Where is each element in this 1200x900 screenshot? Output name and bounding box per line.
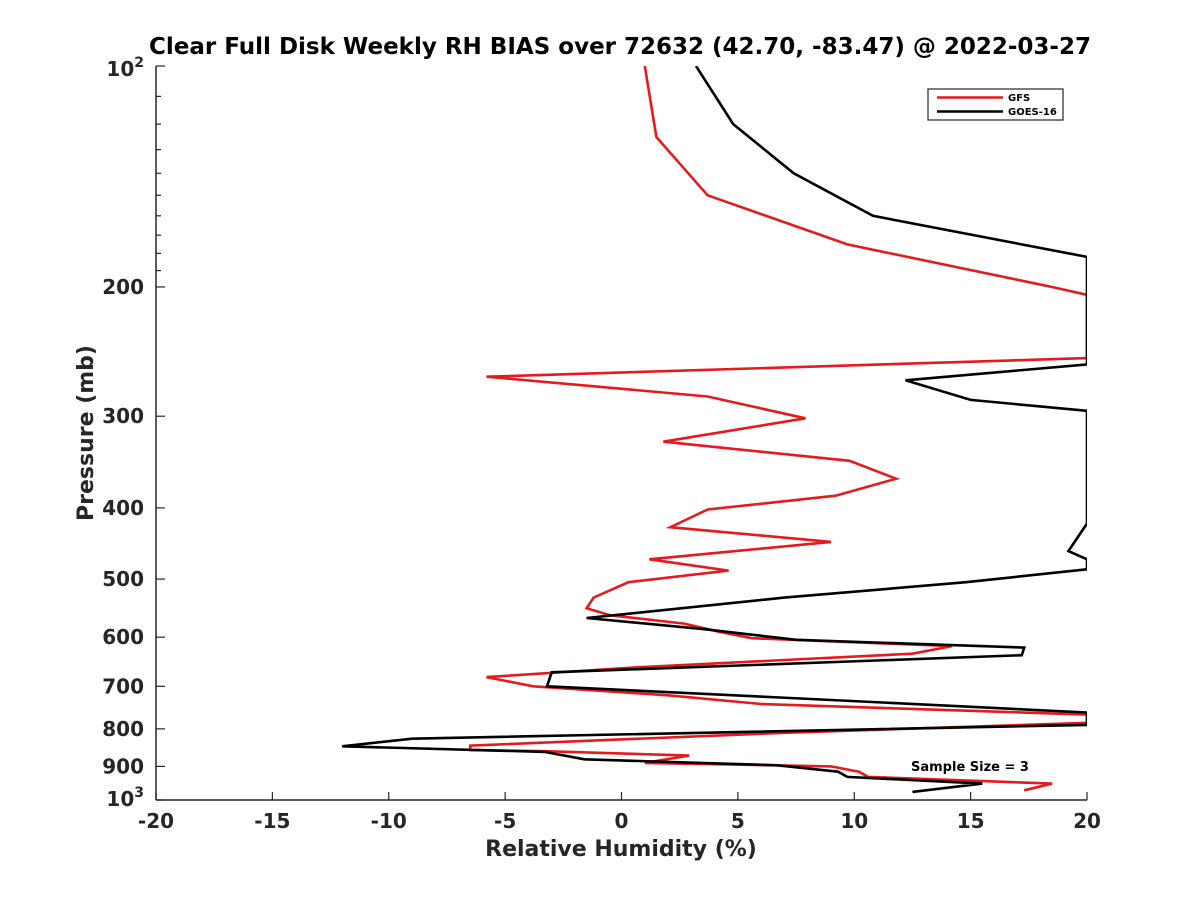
- x-tick-label: 5: [731, 809, 745, 833]
- x-tick-label: 15: [957, 809, 985, 833]
- legend-box: [927, 88, 1064, 121]
- x-axis-label: Relative Humidity (%): [485, 837, 757, 862]
- y-axis-ticks: 200 300 400 500 600 700 800 900 102 103: [102, 55, 165, 811]
- y-axis-label: Pressure (mb): [74, 345, 99, 521]
- y-tick-label: 700: [102, 674, 144, 698]
- legend: GFS GOES-16: [927, 88, 1064, 121]
- y-tick-label: 300: [102, 404, 144, 428]
- x-tick-label: 10: [840, 809, 868, 833]
- y-tick-label-bottom: 103: [106, 785, 144, 811]
- y-tick-label-top: 102: [106, 55, 144, 81]
- y-tick-label: 600: [102, 625, 144, 649]
- y-tick-label: 200: [102, 275, 144, 299]
- y-tick-label: 400: [102, 496, 144, 520]
- y-tick-label: 900: [102, 754, 144, 778]
- x-tick-label: -20: [138, 809, 174, 833]
- sample-size-annotation: Sample Size = 3: [911, 760, 1029, 775]
- x-tick-label: -10: [371, 809, 407, 833]
- plot-area: [342, 66, 1087, 794]
- y-tick-label: 500: [102, 567, 144, 591]
- x-tick-label: -5: [494, 809, 516, 833]
- series-layer: [342, 66, 1087, 794]
- series-line-gfs: [468, 66, 1087, 792]
- series-line-goes16: [342, 66, 1087, 794]
- x-tick-label: -15: [254, 809, 290, 833]
- y-tick-label: 800: [102, 717, 144, 741]
- legend-label-goes16: GOES-16: [1008, 107, 1057, 118]
- chart-title: Clear Full Disk Weekly RH BIAS over 7263…: [149, 34, 1091, 60]
- x-tick-label: 0: [615, 809, 629, 833]
- x-axis-ticks: -20 -15 -10 -5 0 5 10 15 20: [138, 792, 1101, 833]
- legend-label-gfs: GFS: [1008, 93, 1030, 104]
- x-tick-label: 20: [1073, 809, 1101, 833]
